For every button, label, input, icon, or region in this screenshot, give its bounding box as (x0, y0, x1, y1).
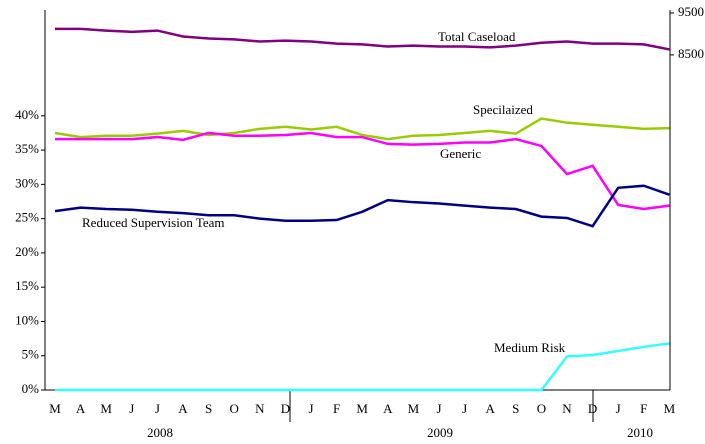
x-tick-label: N (562, 401, 572, 416)
x-tick-label: M (49, 401, 61, 416)
x-tick-label: N (255, 401, 265, 416)
y2-tick-label: 9500 (678, 4, 704, 19)
y-tick-label: 30% (15, 175, 39, 190)
x-tick-label: F (640, 401, 647, 416)
x-tick-label: J (155, 401, 160, 416)
y-tick-label: 20% (15, 244, 39, 259)
x-tick-label: M (356, 401, 368, 416)
series-line (55, 131, 670, 211)
x-tick-label: J (308, 401, 313, 416)
x-tick-label: O (230, 401, 239, 416)
x-tick-label: J (616, 401, 621, 416)
series-line (54, 184, 670, 228)
y-tick-label: 35% (15, 141, 39, 156)
y-tick-label: 25% (15, 210, 39, 225)
series-label: Specilaized (473, 102, 533, 117)
series-label: Total Caseload (438, 29, 516, 44)
x-tick-label: F (333, 401, 340, 416)
y-tick-label: 40% (15, 107, 39, 122)
x-tick-label: J (436, 401, 441, 416)
year-label: 2008 (147, 425, 173, 440)
x-tick-label: A (76, 401, 86, 416)
year-label: 2009 (427, 425, 453, 440)
x-tick-label: M (100, 401, 112, 416)
series-line (55, 27, 670, 51)
x-tick-label: S (205, 401, 212, 416)
year-label: 2010 (627, 425, 653, 440)
x-tick-label: S (512, 401, 519, 416)
series-label: Reduced Supervision Team (82, 215, 225, 230)
x-tick-label: J (129, 401, 134, 416)
series-label: Generic (440, 146, 482, 161)
series-line (55, 342, 670, 392)
series-label: Medium Risk (494, 340, 566, 355)
x-tick-label: A (383, 401, 393, 416)
x-tick-label: M (664, 401, 676, 416)
x-tick-label: J (462, 401, 467, 416)
x-tick-label: M (408, 401, 420, 416)
x-tick-label: D (281, 401, 290, 416)
series-line (54, 117, 670, 141)
y-tick-label: 0% (22, 381, 40, 396)
x-tick-label: A (178, 401, 188, 416)
y-tick-label: 5% (22, 347, 40, 362)
y-tick-label: 10% (15, 312, 39, 327)
y2-tick-label: 8500 (678, 46, 704, 61)
x-tick-label: D (588, 401, 597, 416)
x-tick-label: O (537, 401, 546, 416)
y-tick-label: 15% (15, 278, 39, 293)
x-tick-label: A (486, 401, 496, 416)
